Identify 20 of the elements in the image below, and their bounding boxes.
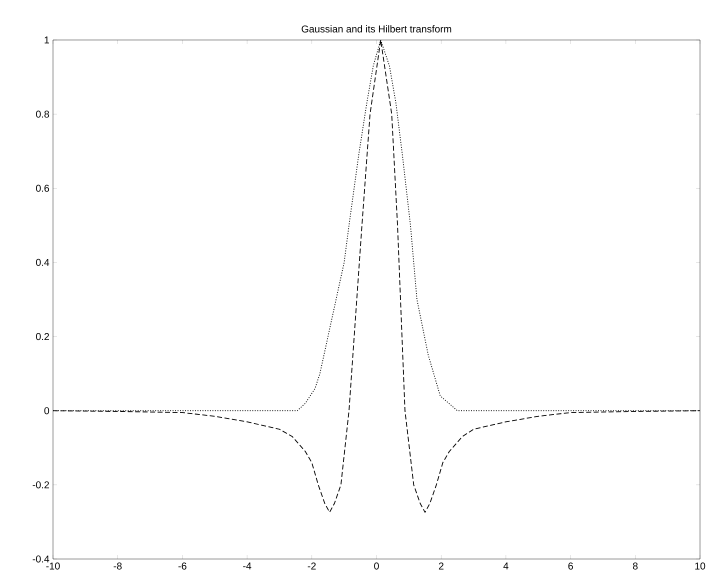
- x-tick-label: -2: [308, 562, 316, 570]
- x-tick-label: 6: [568, 562, 573, 570]
- y-tick-label: -0.2: [32, 481, 49, 488]
- y-tick-label: 0.4: [36, 258, 50, 266]
- y-tick-label: 0.8: [36, 110, 50, 118]
- y-tick-label: 0: [44, 407, 50, 414]
- x-tick-label: 4: [503, 562, 508, 570]
- chart-title: Gaussian and its Hilbert transform: [302, 25, 452, 32]
- y-tick-label: 0.2: [36, 333, 49, 340]
- x-tick-label: -8: [114, 562, 122, 570]
- x-tick-label: 8: [632, 562, 638, 570]
- x-tick-label: -4: [243, 562, 252, 570]
- x-tick-label: 0: [374, 562, 379, 570]
- x-tick-label: -10: [46, 562, 60, 570]
- x-tick-label: 2: [438, 562, 444, 570]
- y-tick-label: -0.4: [32, 555, 50, 563]
- x-tick-label: -6: [178, 562, 186, 570]
- x-tick-label: 10: [695, 562, 706, 570]
- y-tick-label: 1: [44, 36, 49, 44]
- y-tick-label: 0.6: [36, 184, 50, 192]
